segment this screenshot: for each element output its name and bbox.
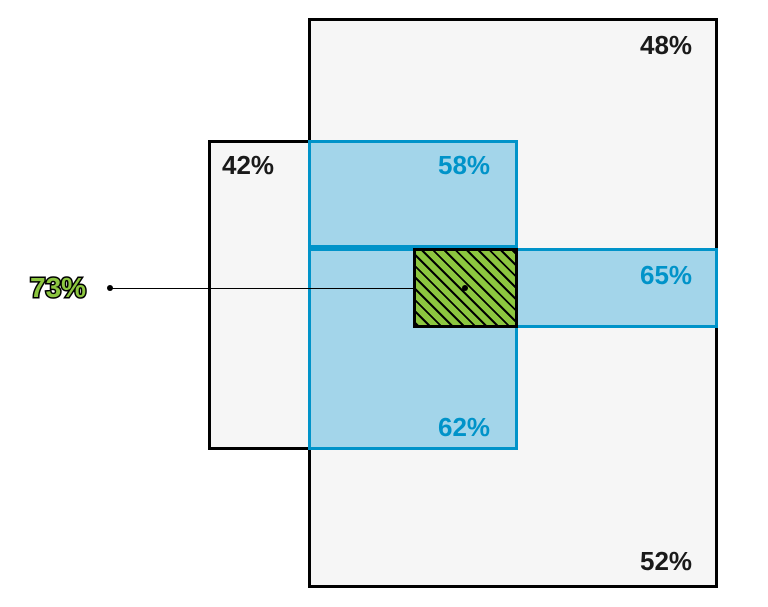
label-left-bottom: 62% — [438, 412, 490, 443]
label-triple: 73% — [30, 272, 86, 304]
diagram-stage: 48% 42% 52% 58% 65% 62% 73% — [0, 0, 768, 607]
label-bottom: 52% — [640, 546, 692, 577]
label-left: 42% — [222, 150, 274, 181]
label-top-left: 58% — [438, 150, 490, 181]
leader-line — [110, 288, 465, 289]
label-top: 48% — [640, 30, 692, 61]
label-top-bottom: 65% — [640, 260, 692, 291]
leader-dot-start — [107, 285, 113, 291]
leader-dot-end — [462, 285, 468, 291]
